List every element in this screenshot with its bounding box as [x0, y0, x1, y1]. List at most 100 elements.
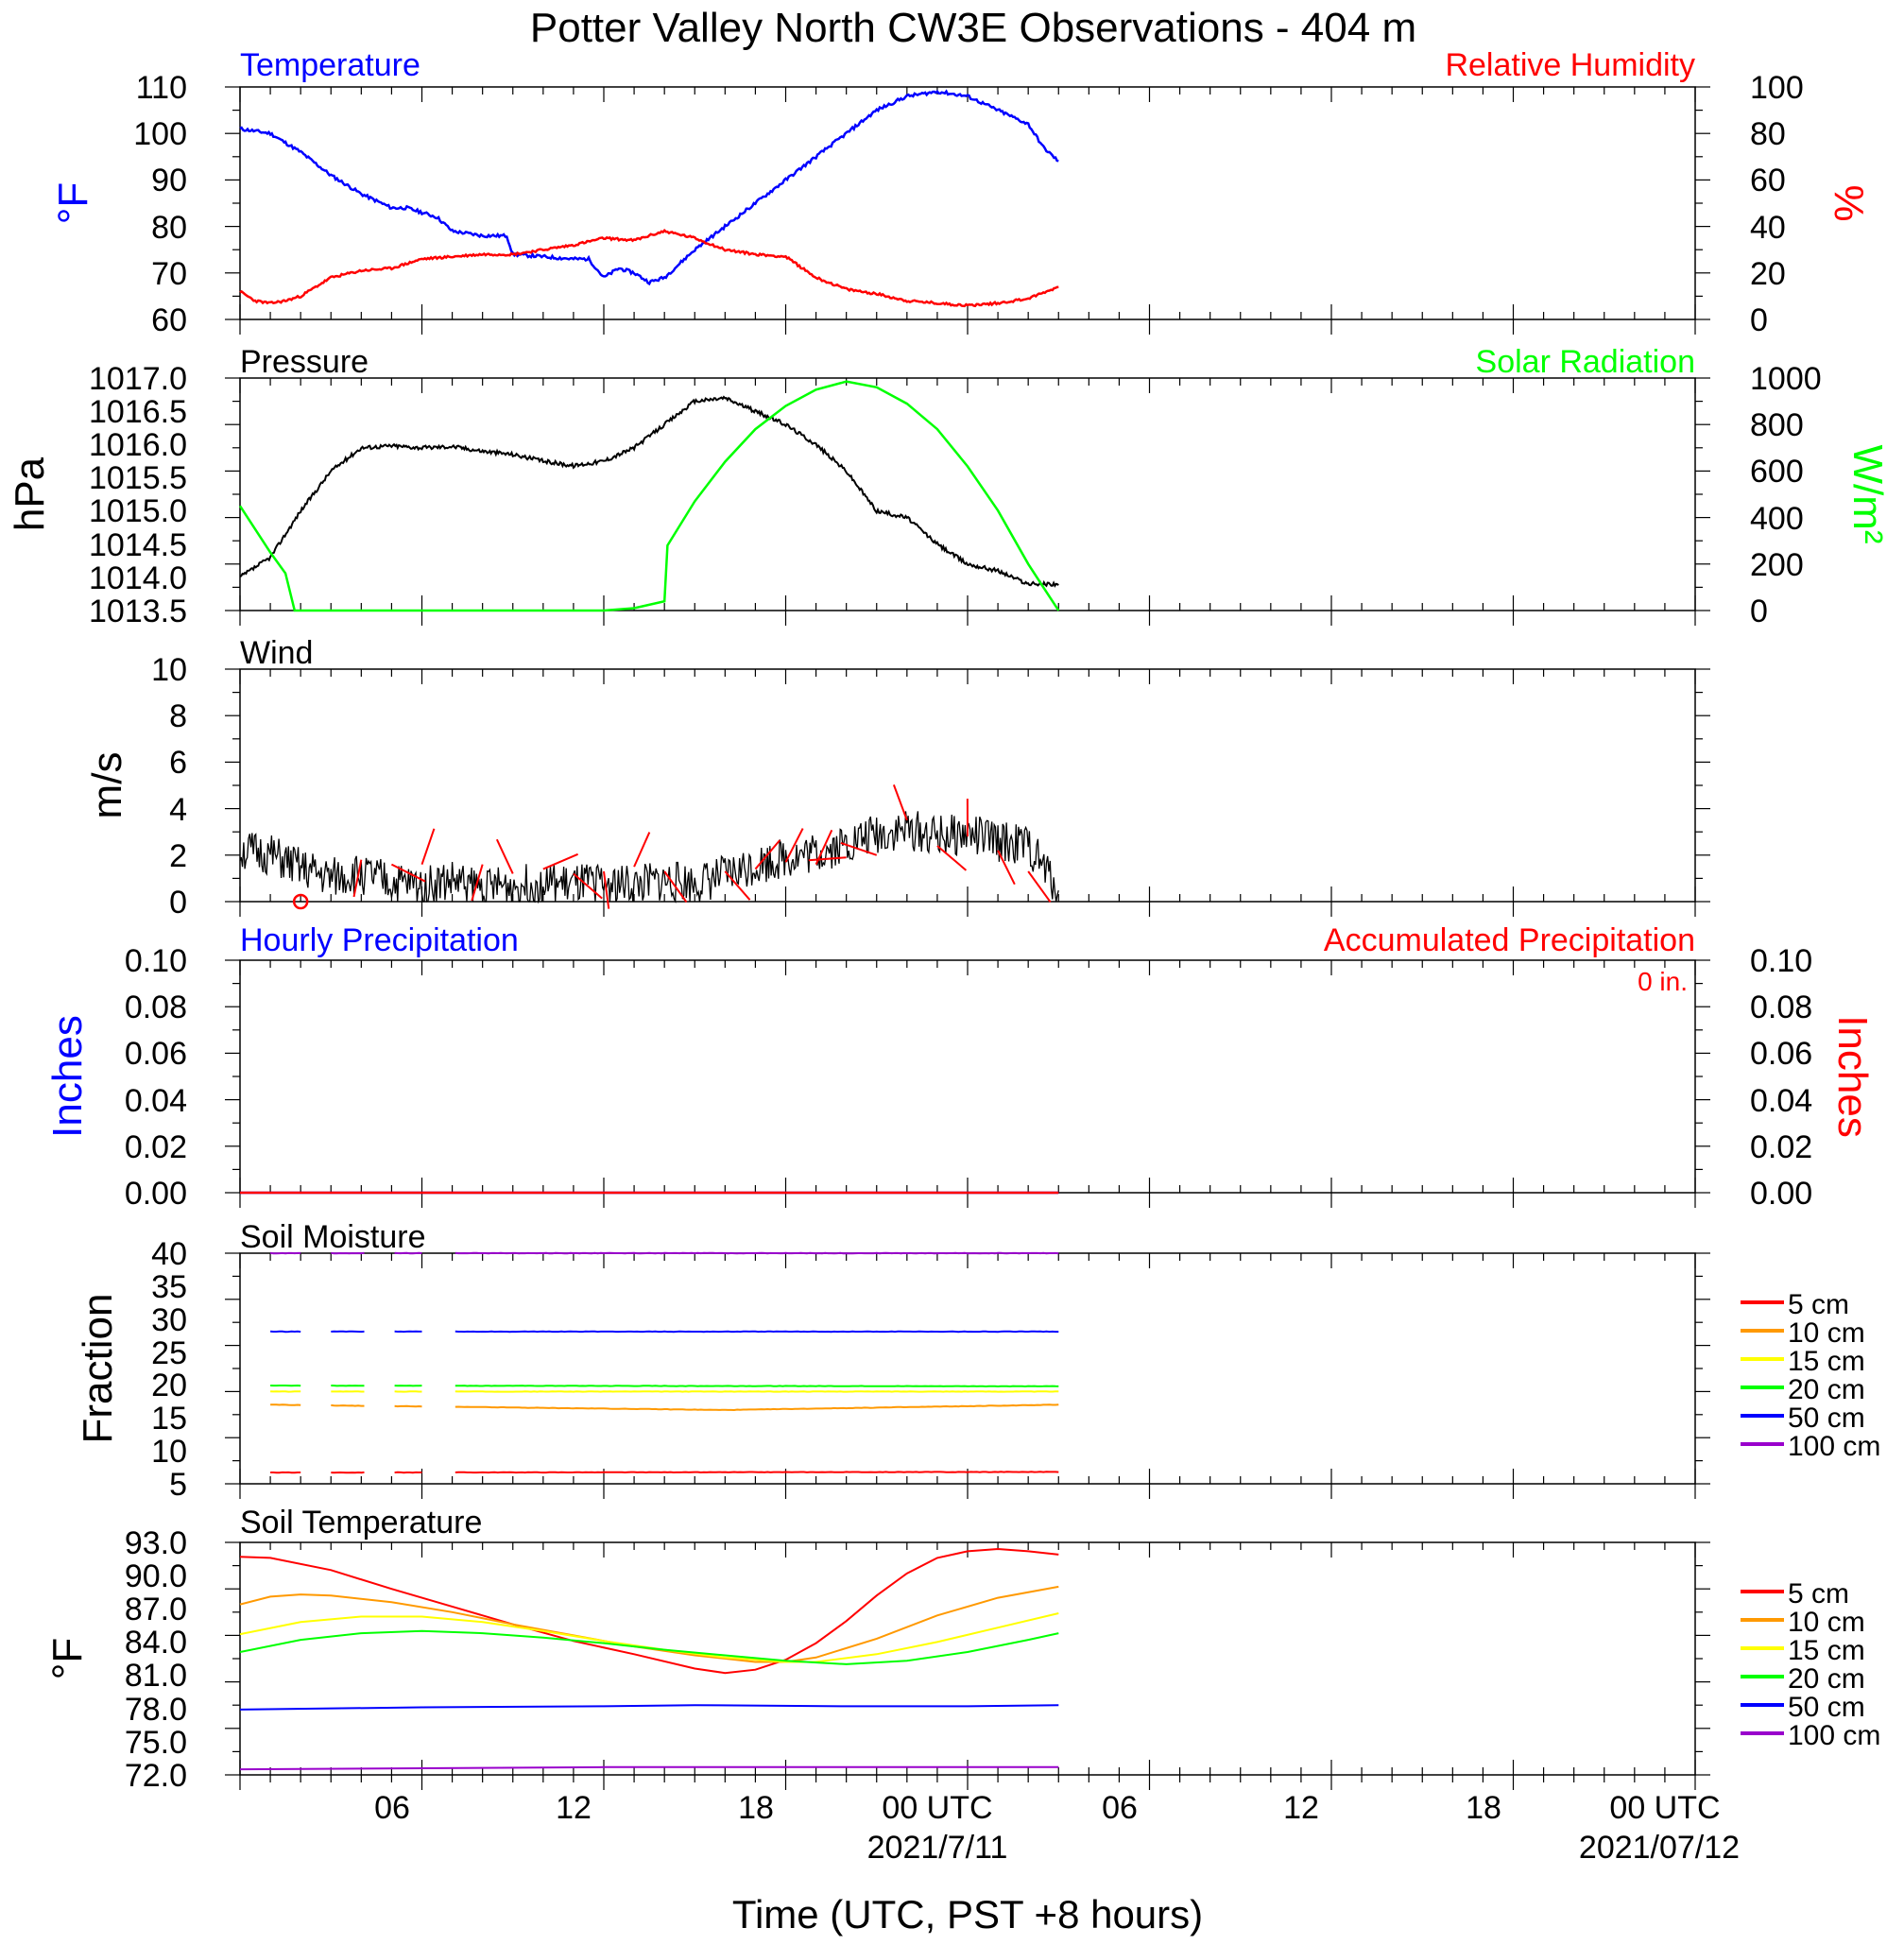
solar-radiation-line — [238, 380, 1060, 612]
solar-tick-label: 1000 — [1750, 361, 1822, 397]
pressure-tick-label: 1014.5 — [89, 527, 187, 563]
soil-temp-panel: Soil Temperature °F 93.0 90.0 87.0 84.0 … — [44, 1505, 1880, 1794]
wind-tick-label: 2 — [169, 838, 187, 874]
precip-tick-label: 0.06 — [1750, 1036, 1812, 1072]
wind-left-ticks: 10 8 6 4 2 0 — [151, 652, 187, 921]
wind-unit: m/s — [84, 752, 130, 819]
soil-temp-tick-label: 90.0 — [125, 1558, 187, 1594]
x-tick-label: 18 — [738, 1790, 774, 1826]
precip-tick-label: 0.00 — [1750, 1176, 1812, 1212]
legend-label: 5 cm — [1788, 1289, 1849, 1320]
precip-tick-label: 0.10 — [125, 943, 187, 979]
wind-barb — [663, 870, 688, 904]
humidity-tick-label: 0 — [1750, 302, 1768, 338]
accum-precip-title: Accumulated Precipitation — [1324, 922, 1695, 958]
soil-temp-tick-label: 93.0 — [125, 1525, 187, 1561]
wind-speed-line — [239, 811, 1059, 904]
soil-moisture-tick-label: 5 — [169, 1467, 187, 1503]
wind-barb — [936, 845, 968, 871]
temperature-tick-label: 80 — [151, 210, 187, 246]
precip-tick-label: 0.02 — [125, 1129, 187, 1165]
pressure-tick-label: 1015.5 — [89, 460, 187, 496]
wind-barb — [1027, 870, 1052, 904]
soil-temp-frame — [239, 1541, 1696, 1776]
wind-tick-label: 4 — [169, 792, 187, 828]
pressure-line — [239, 395, 1059, 588]
solar-unit: W/m² — [1844, 444, 1891, 543]
wind-tick-label: 10 — [151, 652, 187, 688]
soil-temp-line — [239, 1704, 1059, 1711]
soil-temp-tick-label: 72.0 — [125, 1758, 187, 1794]
soil-temp-line — [239, 1629, 1059, 1665]
temperature-tick-label: 70 — [151, 256, 187, 292]
pressure-tick-label: 1016.0 — [89, 427, 187, 463]
humidity-unit: % — [1826, 184, 1872, 221]
solar-tick-label: 800 — [1750, 407, 1804, 443]
solar-tick-label: 600 — [1750, 454, 1804, 490]
soil-moisture-frame — [239, 1252, 1696, 1485]
soil-temp-title: Soil Temperature — [240, 1505, 482, 1541]
x-tick-label: 12 — [556, 1790, 592, 1826]
soil-moisture-title: Soil Moisture — [240, 1219, 426, 1255]
soil-moisture-line — [331, 1403, 365, 1407]
soil-temp-line — [239, 1765, 1059, 1771]
x-date-label: 2021/07/12 — [1579, 1830, 1740, 1866]
soil-temp-legend: 5 cm 10 cm 15 cm 20 cm 50 cm 100 cm — [1741, 1578, 1880, 1751]
wind-barb — [495, 838, 514, 874]
legend-label: 50 cm — [1788, 1692, 1865, 1723]
x-date-label: 2021/7/11 — [867, 1830, 1008, 1866]
temperature-unit: °F — [50, 182, 96, 224]
solar-tick-label: 200 — [1750, 547, 1804, 583]
wind-barb — [420, 828, 436, 865]
wind-barb — [724, 870, 751, 901]
soil-moisture-tick-label: 40 — [151, 1236, 187, 1272]
soil-moisture-left-ticks: 40 35 30 25 20 15 10 5 — [151, 1236, 187, 1503]
soil-temp-tick-label: 78.0 — [125, 1692, 187, 1728]
wind-barb — [840, 841, 878, 856]
hourly-precip-unit: Inches — [44, 1015, 91, 1138]
wind-barb — [542, 852, 579, 870]
wind-tick-label: 0 — [169, 885, 187, 921]
temperature-left-ticks: 110 100 90 80 70 60 — [133, 70, 187, 338]
humidity-tick-label: 60 — [1750, 163, 1786, 198]
temperature-tick-label: 110 — [136, 70, 187, 106]
legend-label: 20 cm — [1788, 1374, 1865, 1405]
soil-temp-tick-label: 81.0 — [125, 1658, 187, 1694]
pressure-unit: hPa — [7, 456, 53, 531]
humidity-tick-label: 20 — [1750, 256, 1786, 292]
precip-tick-label: 0.08 — [125, 990, 187, 1025]
pressure-left-ticks: 1017.0 1016.5 1016.0 1015.5 1015.0 1014.… — [89, 361, 187, 629]
soil-moisture-tick-label: 35 — [151, 1269, 187, 1305]
wind-barb — [754, 839, 781, 870]
pressure-panel: Pressure Solar Radiation hPa W/m² 1017.0… — [7, 344, 1891, 629]
precip-tick-label: 0.04 — [1750, 1083, 1812, 1119]
x-tick-label: 06 — [374, 1790, 410, 1826]
wind-barb — [471, 864, 484, 902]
temperature-line — [239, 89, 1059, 286]
legend-label: 15 cm — [1788, 1346, 1865, 1377]
hourly-precip-left-ticks: 0.10 0.08 0.06 0.04 0.02 0.00 — [125, 943, 187, 1212]
pressure-tick-label: 1013.5 — [89, 594, 187, 629]
legend-label: 15 cm — [1788, 1635, 1865, 1666]
wind-title: Wind — [240, 635, 313, 671]
temperature-tick-label: 90 — [151, 163, 187, 198]
soil-temp-line — [239, 1612, 1059, 1663]
wind-barb — [603, 870, 610, 909]
wind-tick-label: 6 — [169, 745, 187, 781]
legend-label: 100 cm — [1788, 1720, 1880, 1751]
legend-label: 5 cm — [1788, 1578, 1849, 1609]
wind-tick-label: 8 — [169, 698, 187, 734]
accum-precip-unit: Inches — [1829, 1015, 1876, 1138]
wind-barb — [997, 850, 1016, 886]
humidity-right-ticks: 100 80 60 40 20 0 — [1750, 70, 1804, 338]
wind-panel: Wind m/s 10 8 6 4 2 0 — [84, 635, 1696, 921]
legend-label: 10 cm — [1788, 1607, 1865, 1638]
pressure-frame — [239, 377, 1696, 611]
legend-label: 10 cm — [1788, 1317, 1865, 1349]
soil-temp-tick-label: 75.0 — [125, 1725, 187, 1761]
x-tick-label: 00 UTC — [1609, 1790, 1720, 1826]
soil-temp-tick-label: 84.0 — [125, 1625, 187, 1661]
humidity-tick-label: 100 — [1750, 70, 1804, 106]
pressure-tick-label: 1015.0 — [89, 493, 187, 529]
